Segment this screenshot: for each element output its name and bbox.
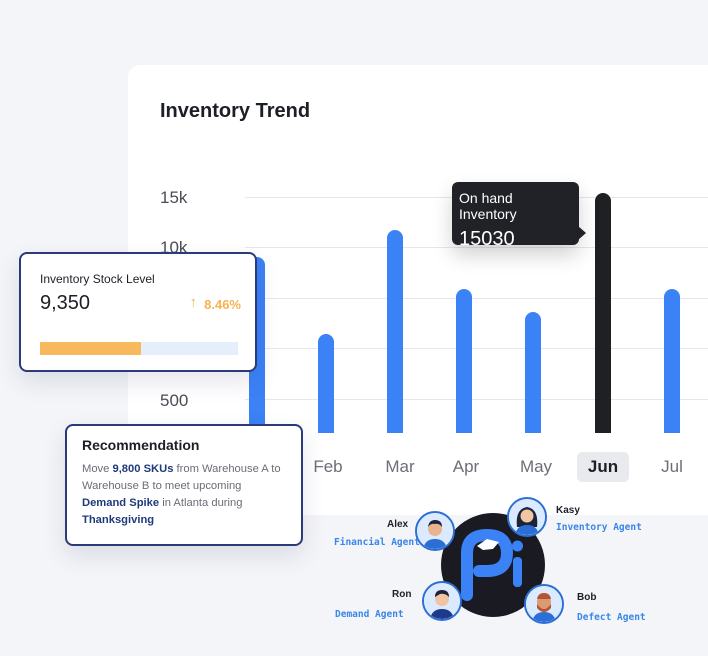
thanksgiving-highlight: Thanksgiving [82,514,155,526]
stock-progress-bar [40,342,238,355]
bar-apr[interactable] [456,289,472,433]
y-tick-label: 500 [160,391,189,410]
agent-name-kasy: Kasy [556,505,580,516]
stock-progress-fill [40,342,141,355]
agent-avatar-kasy[interactable] [507,497,547,537]
bar-may[interactable] [525,311,541,433]
tooltip-value: 15030 [459,228,515,250]
bar-feb[interactable] [318,333,334,433]
arrow-up-icon: ↑ [189,294,198,311]
agent-role-bob: Defect Agent [577,612,646,623]
recommendation-title: Recommendation [82,437,200,453]
agent-name-bob: Bob [577,592,597,603]
stock-value: 9,350 [40,292,91,314]
agent-name-alex: Alex [387,519,409,530]
chart-title: Inventory Trend [160,100,311,122]
x-tick-label-jul: Jul [661,457,683,476]
stock-change: 8.46% [204,297,241,312]
agent-role-kasy: Inventory Agent [556,522,642,533]
x-tick-label-apr: Apr [452,457,480,476]
tooltip-label: On hand Inventory [459,190,517,222]
bar-jun[interactable] [595,193,611,433]
gridline [245,298,708,299]
bar-jul[interactable] [664,289,680,433]
gridline [245,348,708,349]
stock-card-title: Inventory Stock Level [40,272,155,286]
x-tick-label-may: May [519,457,553,476]
pi-logo-icon [461,528,523,601]
x-tick-label-feb: Feb [313,457,343,476]
agent-avatar-bob[interactable] [524,584,564,624]
chart-tooltip: On hand Inventory 15030 [452,182,586,250]
x-tick-label-mar: Mar [385,457,415,476]
gridline [245,399,708,400]
agent-avatar-ron[interactable] [422,581,462,621]
demand-spike-highlight: Demand Spike [82,497,160,509]
recommendation-text: Move 9,800 SKUs from Warehouse A to Ware… [82,463,281,526]
x-tick-label-jun[interactable]: Jun [577,452,629,482]
y-tick-label: 15k [160,188,188,207]
sku-highlight: 9,800 SKUs [112,463,174,475]
agent-avatar-alex[interactable] [415,511,455,551]
agent-role-alex: Financial Agent [334,537,420,548]
inventory-stock-card[interactable]: Inventory Stock Level 9,350 ↑ 8.46% [19,252,257,372]
gridline [245,247,708,248]
recommendation-card[interactable]: Recommendation Move 9,800 SKUs from Ware… [65,424,303,546]
bar-mar[interactable] [387,230,403,433]
agent-name-ron: Ron [392,589,412,600]
agent-role-ron: Demand Agent [335,609,404,620]
